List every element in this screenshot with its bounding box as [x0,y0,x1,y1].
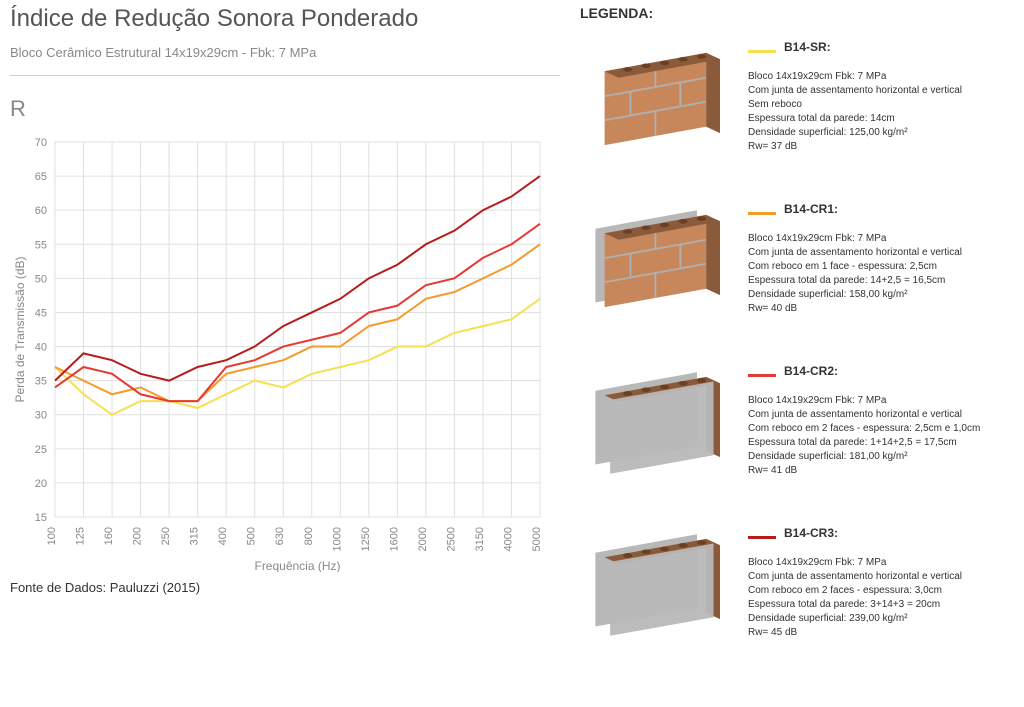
svg-text:15: 15 [35,512,47,524]
svg-text:5000: 5000 [531,527,543,551]
legend-code: B14-SR: [784,39,831,56]
svg-text:4000: 4000 [502,527,514,551]
legend-line: Espessura total da parede: 3+14+3 = 20cm [748,598,962,612]
wall-illustration [580,363,740,483]
legend-line: Rw= 40 dB [748,302,962,316]
svg-text:2000: 2000 [417,527,429,551]
svg-text:70: 70 [35,137,47,149]
legend-title: LEGENDA: [580,5,1014,21]
svg-text:250: 250 [160,527,172,545]
legend-item: B14-CR3: Bloco 14x19x29cm Fbk: 7 MPaCom j… [580,525,1014,675]
legend-line: Rw= 37 dB [748,140,962,154]
legend-line: Com junta de assentamento horizontal e v… [748,570,962,584]
legend-item: B14-CR2: Bloco 14x19x29cm Fbk: 7 MPaCom j… [580,363,1014,513]
legend-item: B14-CR1: Bloco 14x19x29cm Fbk: 7 MPaCom j… [580,201,1014,351]
svg-text:Frequência (Hz): Frequência (Hz) [254,559,340,572]
legend-swatch [748,50,776,53]
svg-text:30: 30 [35,410,47,422]
legend-text: B14-CR2: Bloco 14x19x29cm Fbk: 7 MPaCom j… [748,363,980,478]
svg-text:Perda de Transmissão (dB): Perda de Transmissão (dB) [13,256,27,402]
legend-line: Rw= 45 dB [748,626,962,640]
divider [10,75,560,76]
legend-line: Bloco 14x19x29cm Fbk: 7 MPa [748,394,980,408]
legend-line: Espessura total da parede: 14cm [748,112,962,126]
legend-line: Sem reboco [748,98,962,112]
legend-line: Com junta de assentamento horizontal e v… [748,246,962,260]
legend-line: Espessura total da parede: 14+2,5 = 16,5… [748,274,962,288]
svg-text:55: 55 [35,239,47,251]
wall-illustration [580,201,740,321]
legend-text: B14-SR: Bloco 14x19x29cm Fbk: 7 MPaCom ju… [748,39,962,154]
svg-text:45: 45 [35,307,47,319]
legend-line: Densidade superficial: 239,00 kg/m² [748,612,962,626]
svg-text:25: 25 [35,444,47,456]
legend-line: Com reboco em 2 faces - espessura: 2,5cm… [748,422,980,436]
legend-list: B14-SR:Bloco 14x19x29cm Fbk: 7 MPaCom ju… [580,39,1014,675]
legend-line: Bloco 14x19x29cm Fbk: 7 MPa [748,556,962,570]
wall-illustration [580,39,740,159]
svg-text:40: 40 [35,342,47,354]
svg-text:800: 800 [303,527,315,545]
svg-text:2500: 2500 [445,527,457,551]
legend-line: Com reboco em 2 faces - espessura: 3,0cm [748,584,962,598]
legend-line: Espessura total da parede: 1+14+2,5 = 17… [748,436,980,450]
line-chart: 15 20 25 30 35 40 45 50 55 60 65 70 100 125 160 200 250 3… [10,132,550,572]
svg-text:500: 500 [246,527,258,545]
legend-code: B14-CR2: [784,363,838,380]
legend-swatch [748,212,776,215]
svg-text:50: 50 [35,273,47,285]
legend-line: Densidade superficial: 158,00 kg/m² [748,288,962,302]
legend-line: Com junta de assentamento horizontal e v… [748,84,962,98]
legend-line: Bloco 14x19x29cm Fbk: 7 MPa [748,70,962,84]
svg-text:315: 315 [189,527,201,545]
legend-line: Com junta de assentamento horizontal e v… [748,408,980,422]
legend-line: Densidade superficial: 181,00 kg/m² [748,450,980,464]
legend-line: Densidade superficial: 125,00 kg/m² [748,126,962,140]
svg-text:160: 160 [103,527,115,545]
source-citation: Fonte de Dados: Pauluzzi (2015) [10,580,560,595]
legend-item: B14-SR: Bloco 14x19x29cm Fbk: 7 MPaCom ju… [580,39,1014,189]
r-label: R [10,96,560,122]
svg-text:35: 35 [35,376,47,388]
legend-code: B14-CR3: [784,525,838,542]
svg-text:20: 20 [35,478,47,490]
legend-swatch [748,536,776,539]
svg-text:65: 65 [35,171,47,183]
svg-text:630: 630 [274,527,286,545]
subtitle: Bloco Cerâmico Estrutural 14x19x29cm - F… [10,45,560,60]
legend-line: Com reboco em 1 face - espessura: 2,5cm [748,260,962,274]
svg-text:125: 125 [75,527,87,545]
page-title: Índice de Redução Sonora Ponderado [10,5,560,33]
svg-text:1000: 1000 [331,527,343,551]
svg-text:200: 200 [132,527,144,545]
legend-line: Bloco 14x19x29cm Fbk: 7 MPa [748,232,962,246]
wall-illustration [580,525,740,645]
svg-text:60: 60 [35,205,47,217]
svg-text:1250: 1250 [360,527,372,551]
svg-text:400: 400 [217,527,229,545]
svg-text:100: 100 [46,527,58,545]
svg-text:3150: 3150 [474,527,486,551]
legend-text: B14-CR1: Bloco 14x19x29cm Fbk: 7 MPaCom j… [748,201,962,316]
svg-text:1600: 1600 [388,527,400,551]
legend-text: B14-CR3: Bloco 14x19x29cm Fbk: 7 MPaCom j… [748,525,962,640]
legend-code: B14-CR1: [784,201,838,218]
legend-line: Rw= 41 dB [748,464,980,478]
legend-swatch [748,374,776,377]
